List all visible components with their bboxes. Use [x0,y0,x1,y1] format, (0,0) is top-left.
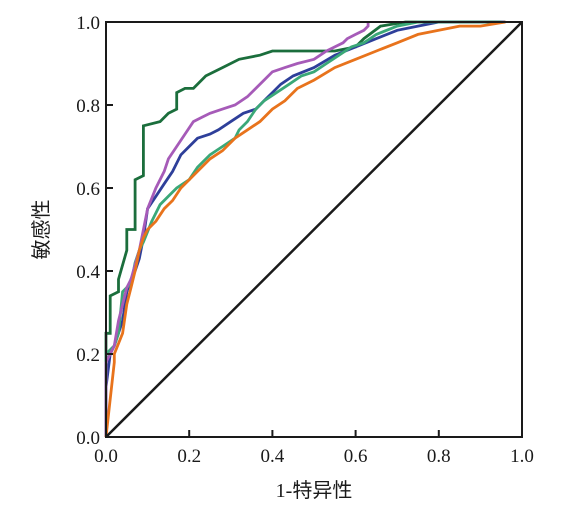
plot-frame [105,21,523,438]
y-tick-label: 0.4 [76,262,100,283]
series-layer [104,20,506,438]
x-tick-label: 0.8 [427,446,451,467]
x-tick-label: 0.2 [177,446,201,467]
roc-curve-5 [104,20,506,438]
reference-diagonal-line [105,21,523,438]
x-tick-label: 0.0 [94,446,118,467]
y-axis-title: 敏感性 [30,200,53,260]
x-axis-ticks: 0.0 0.2 0.4 0.6 0.8 1.0 [94,430,534,467]
roc-curve-4 [104,22,370,437]
y-tick-label: 0.6 [76,179,100,200]
y-tick-label: 0.8 [76,96,100,117]
y-tick-label: 0.2 [76,345,100,366]
x-tick-label: 0.4 [261,446,285,467]
roc-curve-1 [104,20,502,437]
x-tick-label: 1.0 [510,446,534,467]
y-tick-label: 0.0 [76,428,100,449]
y-tick-label: 1.0 [76,13,100,34]
x-axis-title: 1-特异性 [276,479,353,502]
x-tick-label: 0.6 [344,446,368,467]
y-axis-ticks: 0.0 0.2 0.4 0.6 0.8 1.0 [76,13,113,449]
